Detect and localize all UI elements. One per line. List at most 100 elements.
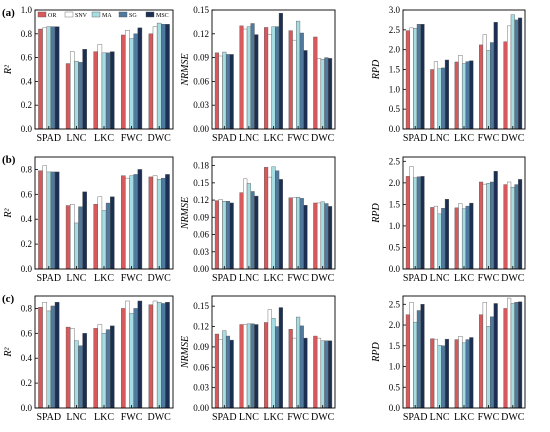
legend-label-SG: SG [129,13,137,19]
y-tick-label: 0.15 [193,5,209,15]
legend-swatch-MSC [145,11,155,18]
legend-swatch-SG [118,11,128,18]
bar-c-r2-OR-FWC [121,308,126,409]
bar-b-nrmse-SNV-SPAD [218,199,223,270]
bar-c-rpd-MSC-SPAD [420,304,425,409]
bar-b-nrmse-OR-LNC [239,192,244,270]
bar-b-rpd-SG-SPAD [416,176,421,270]
y-tick-label: 0.0 [21,124,33,134]
bar-a-rpd-MA-SPAD [413,28,418,130]
bar-c-r2-OR-LKC [93,328,98,409]
bar-c-r2-MA-DWC [156,302,162,409]
bar-c-r2-OR-LNC [65,326,71,409]
category-label: LNC [430,273,450,284]
bar-a-nrmse-MSC-LKC [278,12,283,130]
bar-a-nrmse-OR-DWC [313,36,318,130]
bar-c-r2-SG-LNC [78,345,83,409]
bar-b-r2-MA-SPAD [46,171,52,270]
y-tick-label: 0.09 [193,212,209,222]
bar-a-nrmse-MA-SPAD [222,51,227,130]
bar-c-nrmse-MA-SPAD [222,330,227,409]
legend-label-MA: MA [102,13,112,19]
bar-b-rpd-OR-LKC [454,207,459,270]
bar-a-r2-MA-SPAD [46,26,52,130]
bar-c-nrmse-SG-LNC [250,323,255,409]
category-label: LKC [454,273,474,284]
y-tick-label: 1.5 [389,199,401,209]
bar-b-rpd-SNV-SPAD [409,166,414,270]
category-label: LNC [239,273,259,284]
legend-label-OR: OR [48,13,56,19]
bar-a-rpd-SNV-FWC [482,34,487,130]
row-label: (b) [2,154,16,166]
bar-a-rpd-SNV-SPAD [409,27,414,130]
bar-a-rpd-OR-SPAD [405,30,410,130]
bar-a-rpd-MA-LKC [461,63,467,130]
bar-c-rpd-OR-LKC [454,339,459,409]
category-label: SPAD [212,273,237,284]
bar-a-r2-OR-LKC [93,51,98,130]
bar-a-nrmse-OR-SPAD [214,52,219,130]
panel-c-nrmse: 0.00 0.03 0.06 0.09 0.12 0.15 SPAD LNC LKC FWC DWC… [180,295,336,423]
bar-c-r2-SNV-SPAD [42,302,47,409]
bar-b-rpd-MA-SPAD [413,177,418,270]
category-label: LNC [66,412,86,423]
y-tick-label: 1.0 [389,221,401,231]
y-tick-label: 0.12 [193,322,209,332]
y-tick-label: 0.12 [193,29,209,39]
bar-a-nrmse-MA-DWC [320,58,325,130]
bar-a-nrmse-SNV-FWC [292,39,297,130]
y-tick-label: 0.00 [193,264,209,274]
bar-a-nrmse-SNV-LKC [267,34,272,130]
bar-c-rpd-MA-FWC [486,326,491,409]
bar-c-nrmse-SNV-FWC [292,337,297,409]
category-label: DWC [501,412,525,423]
bar-b-r2-MSC-LNC [82,191,87,270]
bar-a-nrmse-OR-LNC [239,25,244,130]
bar-b-rpd-OR-LNC [430,207,435,270]
category-label: LKC [264,412,284,423]
bar-b-nrmse-MSC-SPAD [229,202,234,270]
bar-c-r2-MA-LKC [101,333,107,409]
bar-c-nrmse-SNV-SPAD [218,339,223,409]
category-label: FWC [121,412,143,423]
y-tick-label: 0.0 [21,403,33,413]
bar-c-nrmse-OR-FWC [288,329,293,409]
bar-b-rpd-OR-DWC [503,184,508,270]
bar-a-nrmse-SG-SPAD [225,54,231,130]
panel-c-rpd: 0.0 0.5 1.0 1.5 2.0 2.5 SPAD LNC LKC FWC DWC RPD [371,295,526,423]
y-axis-label: RPD [371,203,382,224]
y-tick-label: 2.0 [389,320,401,330]
legend-swatch-MA [91,11,101,18]
bar-b-nrmse-OR-DWC [313,202,318,270]
bar-b-nrmse-SG-LNC [250,191,255,270]
y-tick-label: 0.2 [21,239,32,249]
bar-a-nrmse-MSC-DWC [328,58,333,130]
bar-c-r2-MSC-SPAD [54,302,60,409]
category-label: DWC [148,412,172,423]
bar-a-rpd-MSC-DWC [518,17,523,130]
y-tick-label: 0.09 [193,53,209,63]
category-label: DWC [311,273,335,284]
category-label: DWC [311,412,335,423]
bar-c-nrmse-MA-FWC [296,316,301,409]
bar-b-rpd-MA-LKC [461,208,467,270]
y-tick-label: 0.03 [193,100,209,110]
bar-a-rpd-OR-LKC [454,61,459,130]
y-tick-label: 2.0 [389,45,401,55]
bar-a-r2-SG-LKC [105,52,111,130]
bar-b-r2-SNV-DWC [152,175,158,270]
category-label: FWC [287,133,309,144]
category-label: SPAD [212,133,237,144]
bar-c-rpd-MA-LKC [461,342,467,409]
y-axis-label: NRMSE [180,197,191,230]
category-label: LNC [66,133,86,144]
category-label: FWC [121,133,143,144]
bar-b-r2-SG-DWC [161,177,166,270]
bar-b-nrmse-MSC-DWC [328,206,333,270]
category-label: FWC [287,412,309,423]
bar-a-rpd-MSC-LKC [469,60,474,130]
category-label: LNC [430,412,450,423]
bar-c-r2-SNV-DWC [152,300,158,409]
